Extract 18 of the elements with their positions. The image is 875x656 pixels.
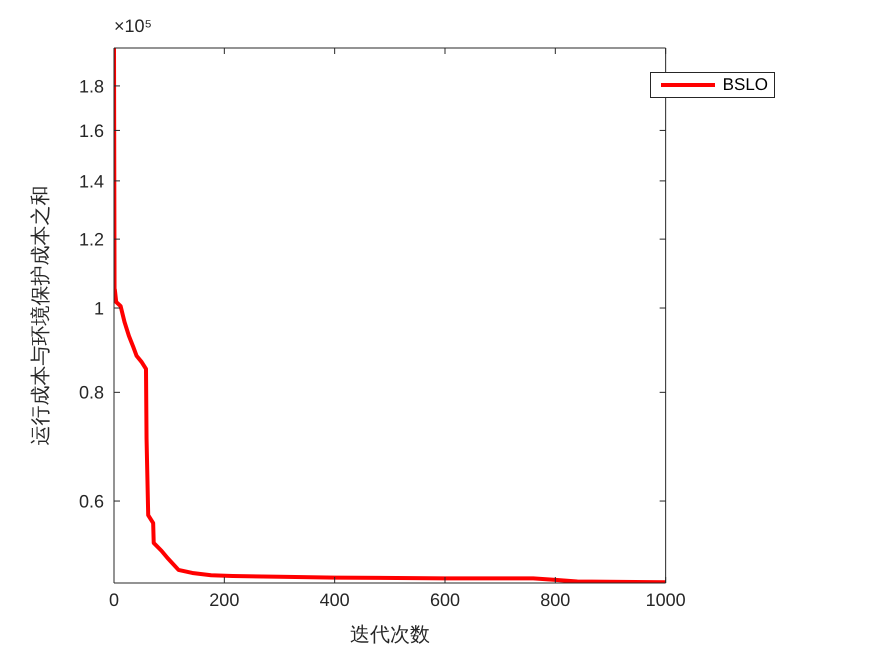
- y-tick-label: 1.8: [78, 76, 104, 96]
- x-tick-label: 200: [209, 590, 240, 610]
- y-tick-label: 1.2: [78, 230, 104, 250]
- x-tick-label: 800: [540, 590, 570, 610]
- x-tick-label: 400: [320, 590, 350, 610]
- y-tick-label: 1.6: [78, 120, 104, 141]
- y-tick-label: 1: [94, 298, 104, 318]
- y-tick-label: 1.4: [78, 171, 104, 192]
- legend-label: BSLO: [722, 75, 768, 95]
- x-axis-title: 迭代次数: [350, 622, 430, 646]
- x-tick-label: 1000: [646, 590, 686, 610]
- y-axis-title: 运行成本与环境保护成本之和: [28, 186, 52, 446]
- y-tick-label: 0.8: [78, 382, 104, 403]
- y-tick-label: 0.6: [78, 491, 104, 512]
- text: ×10⁵: [114, 16, 152, 36]
- x-tick-label: 0: [108, 590, 120, 610]
- x-tick-label: 600: [430, 590, 460, 610]
- line-series: [114, 48, 666, 583]
